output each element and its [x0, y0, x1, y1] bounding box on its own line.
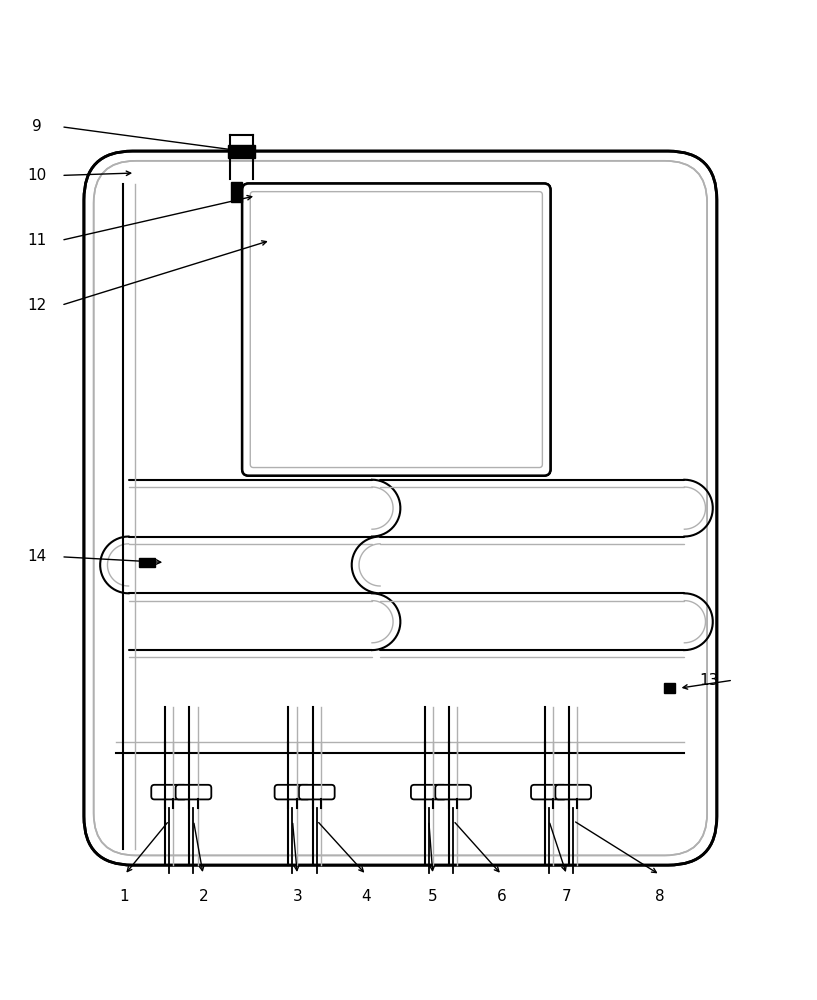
- Text: 1: 1: [119, 889, 129, 904]
- Text: 8: 8: [655, 889, 665, 904]
- Polygon shape: [139, 558, 155, 567]
- Text: 2: 2: [199, 889, 208, 904]
- FancyBboxPatch shape: [84, 151, 717, 865]
- Text: 5: 5: [428, 889, 438, 904]
- Polygon shape: [230, 182, 242, 202]
- Text: 11: 11: [27, 233, 47, 248]
- FancyBboxPatch shape: [242, 184, 551, 476]
- Text: 6: 6: [497, 889, 507, 904]
- Text: 9: 9: [32, 119, 42, 134]
- FancyBboxPatch shape: [275, 785, 310, 799]
- FancyBboxPatch shape: [176, 785, 212, 799]
- Text: 4: 4: [361, 889, 371, 904]
- Text: 14: 14: [27, 549, 47, 564]
- Polygon shape: [228, 145, 255, 158]
- Text: 10: 10: [27, 168, 47, 183]
- Text: 3: 3: [292, 889, 302, 904]
- Text: 13: 13: [699, 673, 718, 688]
- Polygon shape: [664, 683, 676, 693]
- FancyBboxPatch shape: [411, 785, 447, 799]
- FancyBboxPatch shape: [435, 785, 471, 799]
- Text: 12: 12: [27, 298, 47, 313]
- FancyBboxPatch shape: [299, 785, 335, 799]
- FancyBboxPatch shape: [531, 785, 567, 799]
- Text: 7: 7: [562, 889, 572, 904]
- FancyBboxPatch shape: [556, 785, 591, 799]
- FancyBboxPatch shape: [242, 184, 551, 476]
- FancyBboxPatch shape: [151, 785, 187, 799]
